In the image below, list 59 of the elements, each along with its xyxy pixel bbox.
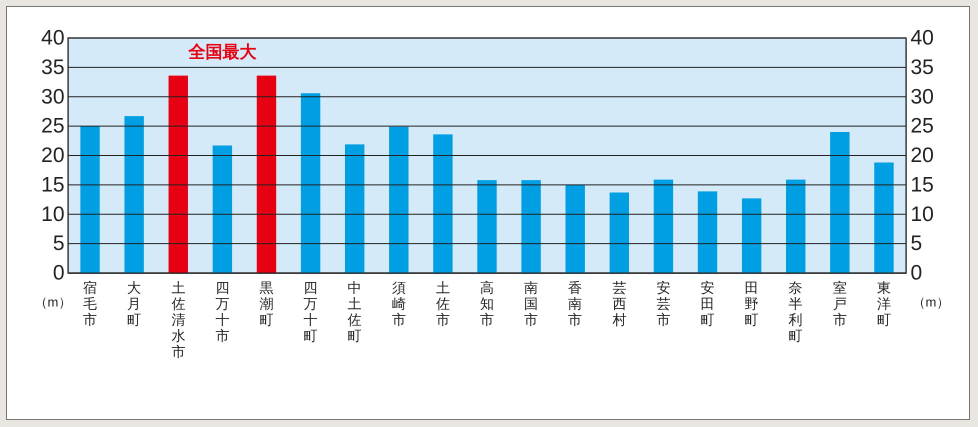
y-tick-label: 5: [52, 232, 64, 256]
y-tick-label: 40: [41, 26, 64, 50]
x-tick-label: 土佐清水市: [171, 280, 186, 360]
y2-tick-label: 5: [910, 232, 922, 256]
x-tick-label: 四万十市: [215, 280, 230, 344]
annotation: 全国最大: [187, 42, 258, 62]
x-tick-label: 大月町: [127, 280, 142, 328]
y2-tick-label: 25: [910, 114, 934, 138]
bar: [786, 180, 806, 273]
bar: [654, 180, 674, 273]
y2-tick-label: 20: [910, 144, 934, 167]
bar: [124, 116, 144, 273]
x-tick-label: 室戸市: [832, 280, 847, 328]
x-tick-label: 安田町: [700, 280, 715, 328]
bar: [256, 76, 276, 273]
y-tick-label: 0: [52, 262, 64, 284]
y2-tick-label: 35: [910, 56, 934, 79]
x-tick-label: 宿毛市: [83, 280, 98, 328]
bar: [566, 184, 585, 273]
y-tick-label: 30: [41, 85, 64, 108]
bar: [742, 198, 762, 273]
bar: [389, 126, 408, 273]
x-tick-label: 安芸市: [656, 280, 670, 328]
y-axis-title: （m）: [34, 294, 72, 310]
bar: [874, 162, 894, 273]
y2-tick-label: 10: [910, 202, 934, 226]
y2-axis-title: （m）: [912, 294, 950, 310]
bar: [168, 76, 188, 273]
y2-tick-label: 40: [910, 26, 934, 50]
y-tick-label: 15: [41, 173, 64, 196]
x-tick-label: 土佐市: [436, 280, 450, 328]
bar: [477, 180, 497, 273]
y2-tick-label: 15: [910, 173, 934, 196]
bar: [344, 144, 364, 273]
bar: [300, 93, 320, 273]
x-tick-label: 東洋町: [876, 280, 891, 328]
y-tick-label: 25: [41, 114, 64, 138]
x-tick-label: 芸西村: [611, 280, 626, 328]
y-tick-label: 10: [41, 202, 64, 226]
x-tick-label: 田野町: [744, 280, 759, 328]
y-tick-label: 35: [41, 56, 64, 79]
x-tick-label: 香南市: [568, 280, 582, 328]
x-tick-label: 中土佐町: [348, 280, 362, 344]
bar: [610, 192, 630, 273]
x-tick-label: 黒潮町: [259, 280, 274, 328]
x-tick-label: 南国市: [524, 280, 538, 328]
x-tick-label: 四万十町: [304, 280, 318, 344]
y2-tick-label: 30: [910, 85, 934, 108]
y-tick-label: 20: [41, 144, 64, 167]
bar: [433, 134, 453, 273]
x-tick-label: 須崎市: [392, 280, 406, 328]
bar: [698, 191, 718, 273]
bar: [212, 146, 232, 273]
bar: [80, 126, 100, 273]
x-tick-label: 奈半利町: [788, 280, 803, 344]
x-tick-label: 高知市: [480, 280, 494, 328]
y2-tick-label: 0: [910, 262, 922, 284]
bar: [830, 132, 850, 273]
bar: [521, 180, 541, 273]
